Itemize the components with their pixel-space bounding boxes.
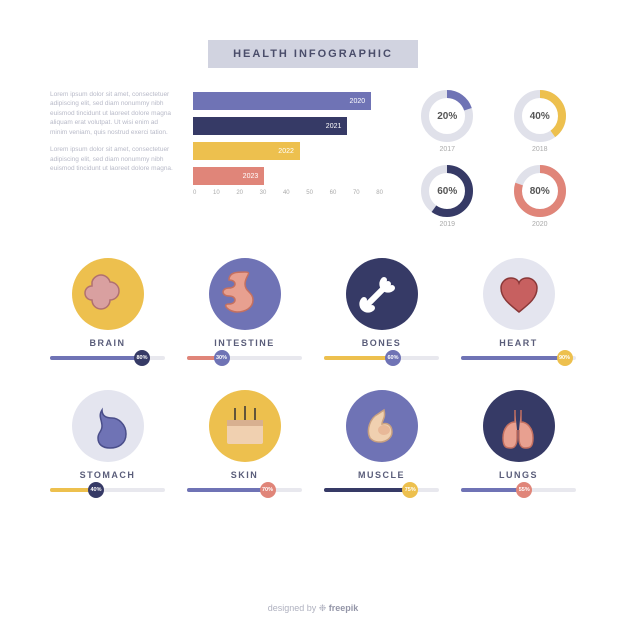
organ-brain: BRAIN 80% [50, 258, 165, 362]
bar-2022: 2022 [193, 142, 300, 160]
heart-icon [483, 258, 555, 330]
donut-percent: 20% [421, 90, 473, 142]
organ-progress: 60% [324, 354, 439, 362]
progress-knob: 70% [260, 482, 276, 498]
donut-ring: 60% [421, 165, 473, 217]
organ-label: SKIN [231, 470, 259, 480]
footer-prefix: designed by [268, 603, 319, 613]
organ-label: INTESTINE [214, 338, 275, 348]
organ-label: LUNGS [499, 470, 538, 480]
bar-2023: 2023 [193, 167, 264, 185]
organ-skin: SKIN 70% [187, 390, 302, 494]
donut-charts: 20% 2017 40% 2018 60% 2019 80% 2020 [411, 90, 576, 228]
donut-2018: 40% 2018 [504, 90, 577, 153]
donut-percent: 80% [514, 165, 566, 217]
donut-ring: 40% [514, 90, 566, 142]
bar-label: 2021 [326, 123, 342, 130]
donut-year: 2019 [439, 221, 455, 228]
progress-knob: 30% [214, 350, 230, 366]
bar-label: 2023 [243, 173, 259, 180]
paragraph-2: Lorem ipsum dolor sit amet, consectetuer… [50, 145, 175, 173]
donut-ring: 20% [421, 90, 473, 142]
organ-progress: 80% [50, 354, 165, 362]
page-title: HEALTH INFOGRAPHIC [233, 48, 393, 60]
organ-label: BONES [362, 338, 402, 348]
bar-label: 2020 [350, 98, 366, 105]
lungs-icon [483, 390, 555, 462]
bar-2021: 2021 [193, 117, 347, 135]
donut-year: 2020 [532, 221, 548, 228]
bar-label: 2022 [278, 148, 294, 155]
organ-progress: 30% [187, 354, 302, 362]
organ-intestine: INTESTINE 30% [187, 258, 302, 362]
organ-label: HEART [499, 338, 538, 348]
intro-text: Lorem ipsum dolor sit amet, consectetuer… [50, 90, 175, 228]
paragraph-1: Lorem ipsum dolor sit amet, consectetuer… [50, 90, 175, 137]
stomach-icon [72, 390, 144, 462]
footer-brand: freepik [329, 603, 359, 613]
donut-2020: 80% 2020 [504, 165, 577, 228]
progress-knob: 40% [88, 482, 104, 498]
organ-stomach: STOMACH 40% [50, 390, 165, 494]
organ-progress: 70% [187, 486, 302, 494]
skin-icon [209, 390, 281, 462]
organ-lungs: LUNGS 55% [461, 390, 576, 494]
organ-bones: BONES 60% [324, 258, 439, 362]
organ-progress: 90% [461, 354, 576, 362]
donut-ring: 80% [514, 165, 566, 217]
organ-progress: 55% [461, 486, 576, 494]
donut-2019: 60% 2019 [411, 165, 484, 228]
organ-heart: HEART 90% [461, 258, 576, 362]
progress-knob: 60% [385, 350, 401, 366]
bar-2020: 2020 [193, 92, 371, 110]
bar-chart: 2020 2021 2022 2023 01020304050607080 [193, 90, 393, 228]
progress-knob: 90% [557, 350, 573, 366]
brain-icon [72, 258, 144, 330]
organs-grid: BRAIN 80% INTESTINE 30% BONES 60% HEART … [50, 258, 576, 494]
organ-progress: 40% [50, 486, 165, 494]
footer-credit: designed by ❉ freepik [0, 603, 626, 614]
progress-knob: 55% [516, 482, 532, 498]
progress-knob: 75% [402, 482, 418, 498]
donut-2017: 20% 2017 [411, 90, 484, 153]
donut-percent: 40% [514, 90, 566, 142]
organ-label: MUSCLE [358, 470, 405, 480]
intestine-icon [209, 258, 281, 330]
donut-year: 2017 [439, 146, 455, 153]
organ-muscle: MUSCLE 75% [324, 390, 439, 494]
progress-knob: 80% [134, 350, 150, 366]
bar-axis: 01020304050607080 [193, 190, 383, 196]
muscle-icon [346, 390, 418, 462]
donut-percent: 60% [421, 165, 473, 217]
organ-progress: 75% [324, 486, 439, 494]
donut-year: 2018 [532, 146, 548, 153]
organ-label: STOMACH [80, 470, 136, 480]
organ-label: BRAIN [90, 338, 126, 348]
top-section: Lorem ipsum dolor sit amet, consectetuer… [50, 90, 576, 228]
page-title-block: HEALTH INFOGRAPHIC [208, 40, 418, 68]
bone-icon [346, 258, 418, 330]
